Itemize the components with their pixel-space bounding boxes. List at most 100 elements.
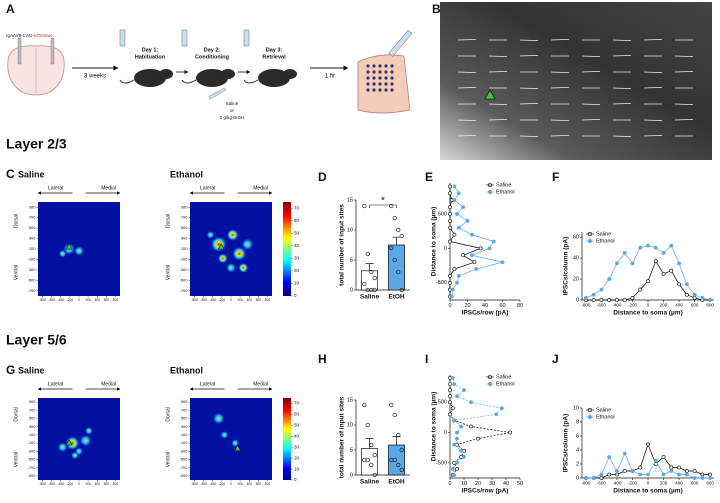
data-point [508,430,513,435]
data-point [474,267,479,271]
data-point [448,280,452,285]
tick-label: 500 [29,416,36,421]
data-point [615,261,619,266]
error-bar [365,263,374,271]
x-tick-label: Saline [360,294,380,301]
stim-site [390,70,394,74]
error-bar [392,236,401,245]
data-point [708,476,713,480]
tick-label: 40 [503,481,509,487]
data-point [448,239,452,244]
data-point [661,472,666,477]
mouse-head [221,69,235,79]
tick-label: -200 [628,303,638,308]
data-point [450,406,455,411]
y-axis-label: IPSCs/column (pA) [563,414,570,473]
syringe [181,29,188,47]
data-point [456,191,461,196]
data-point [607,472,612,477]
tick-label: 300 [181,236,188,241]
data-point [607,298,612,302]
tick-label: 800 [706,481,714,486]
stim-grid [457,39,694,137]
stim-line [550,135,570,137]
data-point [369,442,374,448]
data-point [476,436,480,441]
pipette [388,29,413,57]
tick-label: -200 [628,481,638,486]
tick-label: 400 [246,298,252,302]
stim-site [378,76,382,80]
data-point [692,296,697,300]
axis-label: Medial [253,185,268,191]
syringe [208,87,227,100]
legend-label: Saline [496,182,511,188]
data-point [622,451,627,456]
tick-label: 400 [675,303,683,308]
injection: 2 g/kg EtOH [220,115,245,120]
mouse-body [134,69,166,87]
stim-line [581,71,601,73]
data-point [491,239,496,244]
y-axis-label: Distance to soma (µm) [431,392,438,461]
x-axis-label: IPSCs/row (pA) [462,310,509,317]
tick-label: 20 [475,481,481,487]
data-point [399,447,404,453]
stim-site [390,76,394,80]
tick-label: 200 [660,303,668,308]
tick-label: 100 [29,432,36,437]
data-point [591,298,596,302]
data-point [638,287,643,292]
tick-label: 70 [294,401,300,406]
tick-label: -200 [219,482,226,486]
data-point [365,251,370,257]
data-point [389,203,394,209]
tick-label: 15 [347,197,353,203]
tick-label: 80 [517,303,523,309]
tick-label: 5 [350,447,353,453]
data-point [630,296,635,300]
heatmap-title: Saline [18,365,45,375]
tick-label: 200 [237,482,243,486]
legend-label: Ethanol [496,381,515,387]
data-point [449,294,454,299]
tick-label: 0 [350,287,353,293]
tick-label: 40 [573,256,579,262]
stim-line [674,55,694,57]
tick-label: 800 [113,298,119,302]
annotation: * [381,196,385,207]
data-point [692,292,697,297]
data-point [472,260,477,265]
tick-label: 600 [691,303,699,308]
data-point [455,436,459,441]
stim-line [488,119,508,121]
axis-label: Dorsal [13,407,19,421]
soma-marker [217,243,225,250]
tick-label: 5 [350,257,353,263]
hotspot [79,434,92,447]
data-point [448,388,452,393]
data-point [459,424,464,429]
tick-label: 0 [444,246,447,252]
tick-label: -400 [57,482,64,486]
bar [388,244,405,291]
tick-label: 500 [438,211,447,217]
tick-label: -900 [179,473,188,478]
tick-label: 0 [294,293,297,298]
data-point [392,412,397,418]
heatmap-title: Saline [18,169,45,179]
stim-line [643,71,663,73]
stim-line [674,103,694,105]
stim-line [550,119,570,121]
hotspot [241,238,254,251]
tick-label: 500 [29,225,36,230]
tick-label: -700 [179,465,188,470]
data-point [448,274,452,278]
data-point [500,260,505,265]
tick-label: 200 [85,482,91,486]
stim-site [372,64,376,68]
data-point [462,388,466,393]
hotspot [74,245,84,256]
soma-marker [234,444,241,452]
data-point [362,281,367,287]
